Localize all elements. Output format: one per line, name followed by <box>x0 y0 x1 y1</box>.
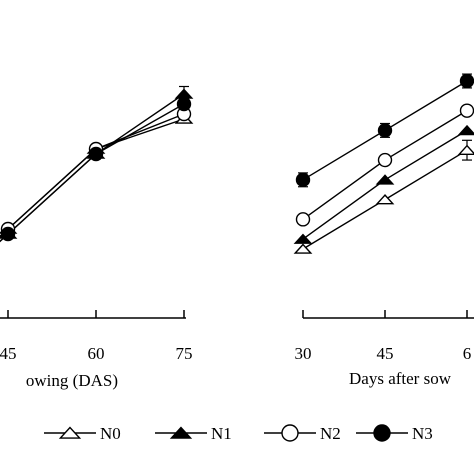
right-point-N1-2 <box>457 124 474 136</box>
left-point-N3-1 <box>88 146 104 162</box>
left-line-N0 <box>0 118 185 238</box>
right-series-markers <box>293 73 474 254</box>
left-series-markers <box>0 88 194 242</box>
legend-marker-N1 <box>169 426 193 439</box>
right-point-N3-1 <box>377 123 393 138</box>
left-tick-label-0: 45 <box>0 344 17 363</box>
legend-label-N2: N2 <box>320 424 341 443</box>
left-series-lines <box>0 93 185 243</box>
legend-marker-N3 <box>373 424 391 442</box>
right-point-N3-2 <box>459 73 474 89</box>
right-tick-label-2: 6 <box>463 344 472 363</box>
right-point-N0-0 <box>293 243 313 254</box>
left-tick-label-2: 75 <box>176 344 193 363</box>
legend-label-N0: N0 <box>100 424 121 443</box>
right-tick-label-1: 45 <box>377 344 394 363</box>
right-point-N2-1 <box>377 152 393 168</box>
right-point-N0-1 <box>375 194 395 205</box>
right-panel: 30 45 6 Days after sow <box>293 73 474 388</box>
right-point-N2-2 <box>459 103 474 118</box>
left-x-ticks: 45 60 75 <box>0 310 193 363</box>
right-x-ticks: 30 45 6 <box>295 310 472 363</box>
right-point-N3-0 <box>295 172 311 188</box>
left-point-N3-0 <box>0 226 16 242</box>
right-x-axis-label: Days after sow <box>349 369 452 388</box>
legend-label-N1: N1 <box>211 424 232 443</box>
right-point-N0-2 <box>457 144 474 155</box>
left-line-N3 <box>0 103 185 243</box>
left-line-N2 <box>0 113 185 238</box>
left-point-N3-2 <box>176 96 192 112</box>
legend: N0 N1 N2 N3 <box>44 424 433 443</box>
legend-marker-N0 <box>58 426 82 439</box>
left-tick-label-1: 60 <box>88 344 105 363</box>
left-x-axis-label: owing (DAS) <box>26 371 118 390</box>
legend-marker-N2 <box>281 424 299 442</box>
right-line-N1 <box>302 129 468 240</box>
right-point-N1-1 <box>375 174 395 185</box>
right-point-N1-0 <box>293 233 313 244</box>
right-tick-label-0: 30 <box>295 344 312 363</box>
legend-label-N3: N3 <box>412 424 433 443</box>
left-panel: 45 60 75 owing (DAS) <box>0 85 194 390</box>
right-point-N2-0 <box>295 212 311 227</box>
